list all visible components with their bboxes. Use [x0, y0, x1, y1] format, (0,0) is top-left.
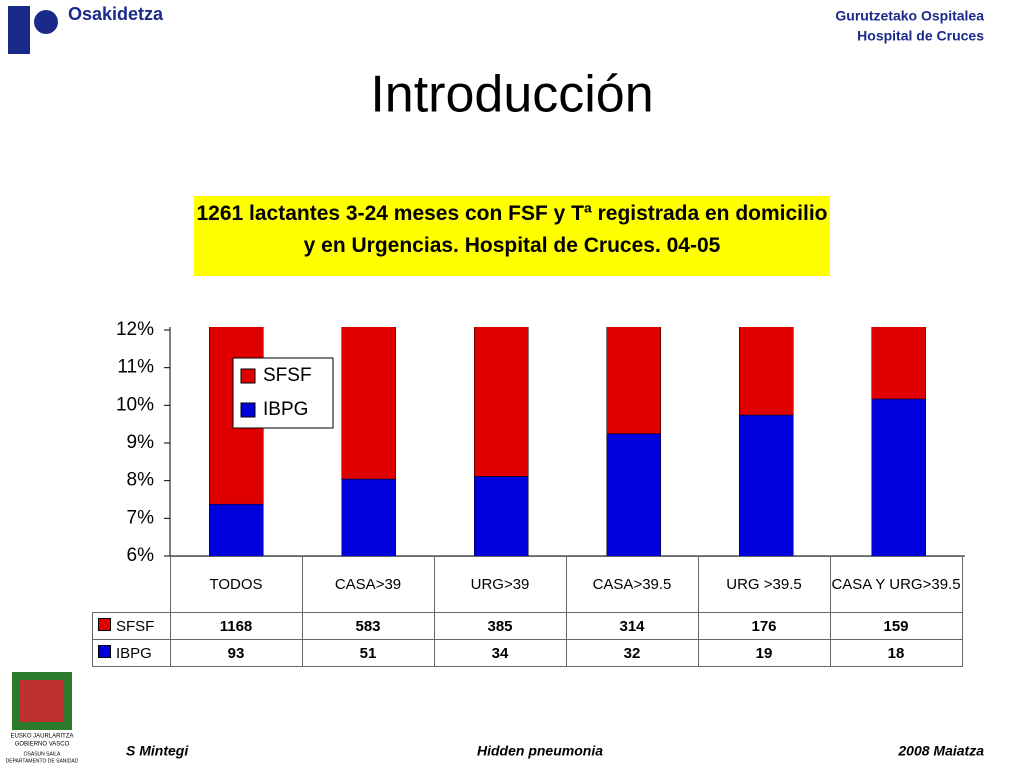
- emblem-text: GOBIERNO VASCO: [15, 742, 70, 748]
- legend-swatch: [98, 617, 111, 631]
- table-value: 19: [697, 639, 831, 667]
- table-value: 18: [829, 639, 963, 667]
- table-value: 93: [169, 639, 303, 667]
- table-row: SFSF 1168 583 385 314 176 159: [92, 612, 963, 640]
- hospital: Hospital de Cruces: [857, 28, 984, 44]
- row-header: IBPG: [92, 639, 171, 667]
- table-value: 51: [301, 639, 435, 667]
- table-value: 176: [697, 612, 831, 640]
- table-row: IBPG 93 51 34 32 19 18: [92, 639, 963, 667]
- emblem-text: DEPARTAMENTO DE SANIDAD: [6, 758, 79, 764]
- y-tick-label: 11%: [117, 357, 154, 378]
- table-value: 583: [301, 612, 435, 640]
- row-header: SFSF: [92, 612, 171, 640]
- bar-segment: [341, 478, 396, 556]
- brand: Osakidetza: [68, 4, 164, 24]
- y-tick-label: 7%: [127, 507, 155, 528]
- category-label: URG>39: [433, 556, 567, 613]
- bars: [209, 327, 926, 556]
- category-label: CASA>39: [301, 556, 435, 613]
- row-label: IBPG: [116, 644, 152, 662]
- y-tick-label: 12%: [116, 319, 154, 340]
- subtitle: 1261 lactantes 3-24 meses con FSF y Tª r…: [196, 202, 828, 257]
- bar-segment: [209, 503, 264, 556]
- emblem-text: EUSKO JAURLARITZA: [10, 734, 73, 740]
- bar-segment: [474, 327, 529, 477]
- y-tick-label: 10%: [116, 394, 154, 415]
- category-label: CASA Y URG>39.5: [829, 556, 963, 613]
- bar-segment: [871, 327, 926, 400]
- legend-label: SFSF: [263, 365, 312, 386]
- table-value: 385: [433, 612, 567, 640]
- bar-segment: [739, 414, 794, 556]
- data-table: TODOS CASA>39 URG>39 CASA>39.5 URG >39.5 CASA…: [92, 556, 963, 667]
- slide-title: Introducción: [370, 66, 653, 124]
- bar-segment: [606, 327, 661, 434]
- row-label: SFSF: [116, 617, 155, 635]
- bar-segment: [871, 398, 926, 556]
- bar-segment: [739, 327, 794, 416]
- y-tick-label: 9%: [127, 432, 155, 453]
- table-value: 32: [565, 639, 699, 667]
- category-label: URG >39.5: [697, 556, 831, 613]
- subtitle-wrap: 1261 lactantes 3-24 meses con FSF y Tª r…: [196, 202, 828, 257]
- table-value: 159: [829, 612, 963, 640]
- hospital: Gurutzetako Ospitalea: [835, 8, 984, 24]
- logo: [8, 6, 30, 54]
- logo: [34, 10, 58, 34]
- subtitle-box: [194, 196, 830, 276]
- legend-swatch: [98, 644, 111, 658]
- legend-label: IBPG: [263, 399, 308, 420]
- legend-swatch: [240, 402, 256, 418]
- table-header-row: TODOS CASA>39 URG>39 CASA>39.5 URG >39.5 CASA…: [92, 556, 963, 613]
- footer-date: 2008 Maiatza: [897, 743, 984, 759]
- table-corner: [92, 556, 171, 613]
- table-value: 314: [565, 612, 699, 640]
- legend-swatch: [240, 368, 256, 384]
- category-label: TODOS: [169, 556, 303, 613]
- bar-segment: [606, 433, 661, 556]
- category-label: CASA>39.5: [565, 556, 699, 613]
- footer-topic: Hidden pneumonia: [477, 743, 603, 759]
- emblem-text: OSASUN SAILA: [24, 751, 61, 757]
- table-value: 1168: [169, 612, 303, 640]
- bar-segment: [341, 327, 396, 480]
- footer-author: S Mintegi: [126, 743, 189, 759]
- emblem: [20, 680, 64, 722]
- table-value: 34: [433, 639, 567, 667]
- bar-segment: [474, 476, 529, 556]
- y-tick-label: 8%: [127, 470, 155, 491]
